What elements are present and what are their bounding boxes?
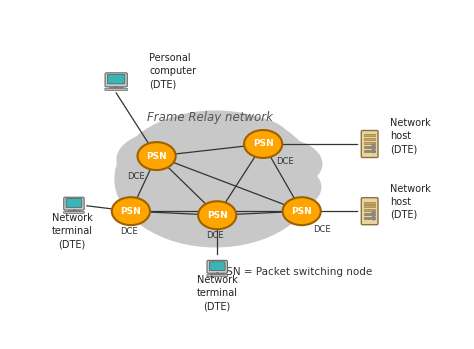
Circle shape xyxy=(283,197,321,225)
Text: Network
terminal
(DTE): Network terminal (DTE) xyxy=(197,275,237,311)
FancyBboxPatch shape xyxy=(364,201,375,203)
Text: DCE: DCE xyxy=(313,225,331,235)
FancyBboxPatch shape xyxy=(207,274,228,277)
Ellipse shape xyxy=(159,117,248,169)
Circle shape xyxy=(198,201,237,229)
Circle shape xyxy=(137,142,176,170)
FancyBboxPatch shape xyxy=(108,74,125,84)
Text: PSN: PSN xyxy=(253,140,273,148)
FancyBboxPatch shape xyxy=(361,198,378,225)
FancyBboxPatch shape xyxy=(364,213,375,215)
Text: DCE: DCE xyxy=(207,231,224,240)
Circle shape xyxy=(244,130,282,158)
FancyBboxPatch shape xyxy=(68,210,80,211)
Circle shape xyxy=(372,150,375,153)
Circle shape xyxy=(112,197,150,225)
Circle shape xyxy=(372,147,375,149)
Ellipse shape xyxy=(117,131,213,188)
Text: DCE: DCE xyxy=(120,227,138,236)
Circle shape xyxy=(372,218,375,220)
FancyBboxPatch shape xyxy=(364,217,375,219)
FancyBboxPatch shape xyxy=(109,87,123,88)
Circle shape xyxy=(372,211,375,213)
Text: Network
host
(DTE): Network host (DTE) xyxy=(390,118,430,154)
Ellipse shape xyxy=(213,183,302,232)
Text: PSN: PSN xyxy=(207,211,228,220)
Ellipse shape xyxy=(170,188,251,235)
FancyBboxPatch shape xyxy=(64,211,84,214)
Text: Network
terminal
(DTE): Network terminal (DTE) xyxy=(52,213,92,250)
FancyBboxPatch shape xyxy=(364,209,375,211)
Text: DCE: DCE xyxy=(276,157,294,166)
FancyBboxPatch shape xyxy=(364,150,375,152)
Text: PSN: PSN xyxy=(292,207,312,216)
Ellipse shape xyxy=(114,110,316,247)
Text: Frame Relay network: Frame Relay network xyxy=(147,111,273,124)
FancyBboxPatch shape xyxy=(115,86,118,87)
Ellipse shape xyxy=(195,116,292,171)
FancyBboxPatch shape xyxy=(66,199,82,207)
FancyBboxPatch shape xyxy=(105,88,128,90)
FancyBboxPatch shape xyxy=(364,134,375,136)
Circle shape xyxy=(372,144,375,146)
Ellipse shape xyxy=(234,138,322,190)
FancyBboxPatch shape xyxy=(105,73,128,87)
Text: DCE: DCE xyxy=(128,172,145,181)
Circle shape xyxy=(372,215,375,217)
FancyBboxPatch shape xyxy=(64,197,84,210)
Text: PSN = Packet switching node: PSN = Packet switching node xyxy=(220,267,372,277)
FancyBboxPatch shape xyxy=(210,262,225,270)
FancyBboxPatch shape xyxy=(207,260,228,273)
FancyBboxPatch shape xyxy=(73,209,75,210)
FancyBboxPatch shape xyxy=(364,146,375,148)
FancyBboxPatch shape xyxy=(361,131,378,157)
FancyBboxPatch shape xyxy=(216,272,218,274)
Text: Network
host
(DTE): Network host (DTE) xyxy=(390,184,430,220)
FancyBboxPatch shape xyxy=(364,205,375,207)
Text: PSN: PSN xyxy=(146,151,167,161)
FancyBboxPatch shape xyxy=(364,138,375,140)
Text: Personal
computer
(DTE): Personal computer (DTE) xyxy=(149,53,196,90)
FancyBboxPatch shape xyxy=(364,142,375,144)
Ellipse shape xyxy=(241,163,321,212)
Ellipse shape xyxy=(122,173,203,223)
Text: PSN: PSN xyxy=(120,207,141,216)
